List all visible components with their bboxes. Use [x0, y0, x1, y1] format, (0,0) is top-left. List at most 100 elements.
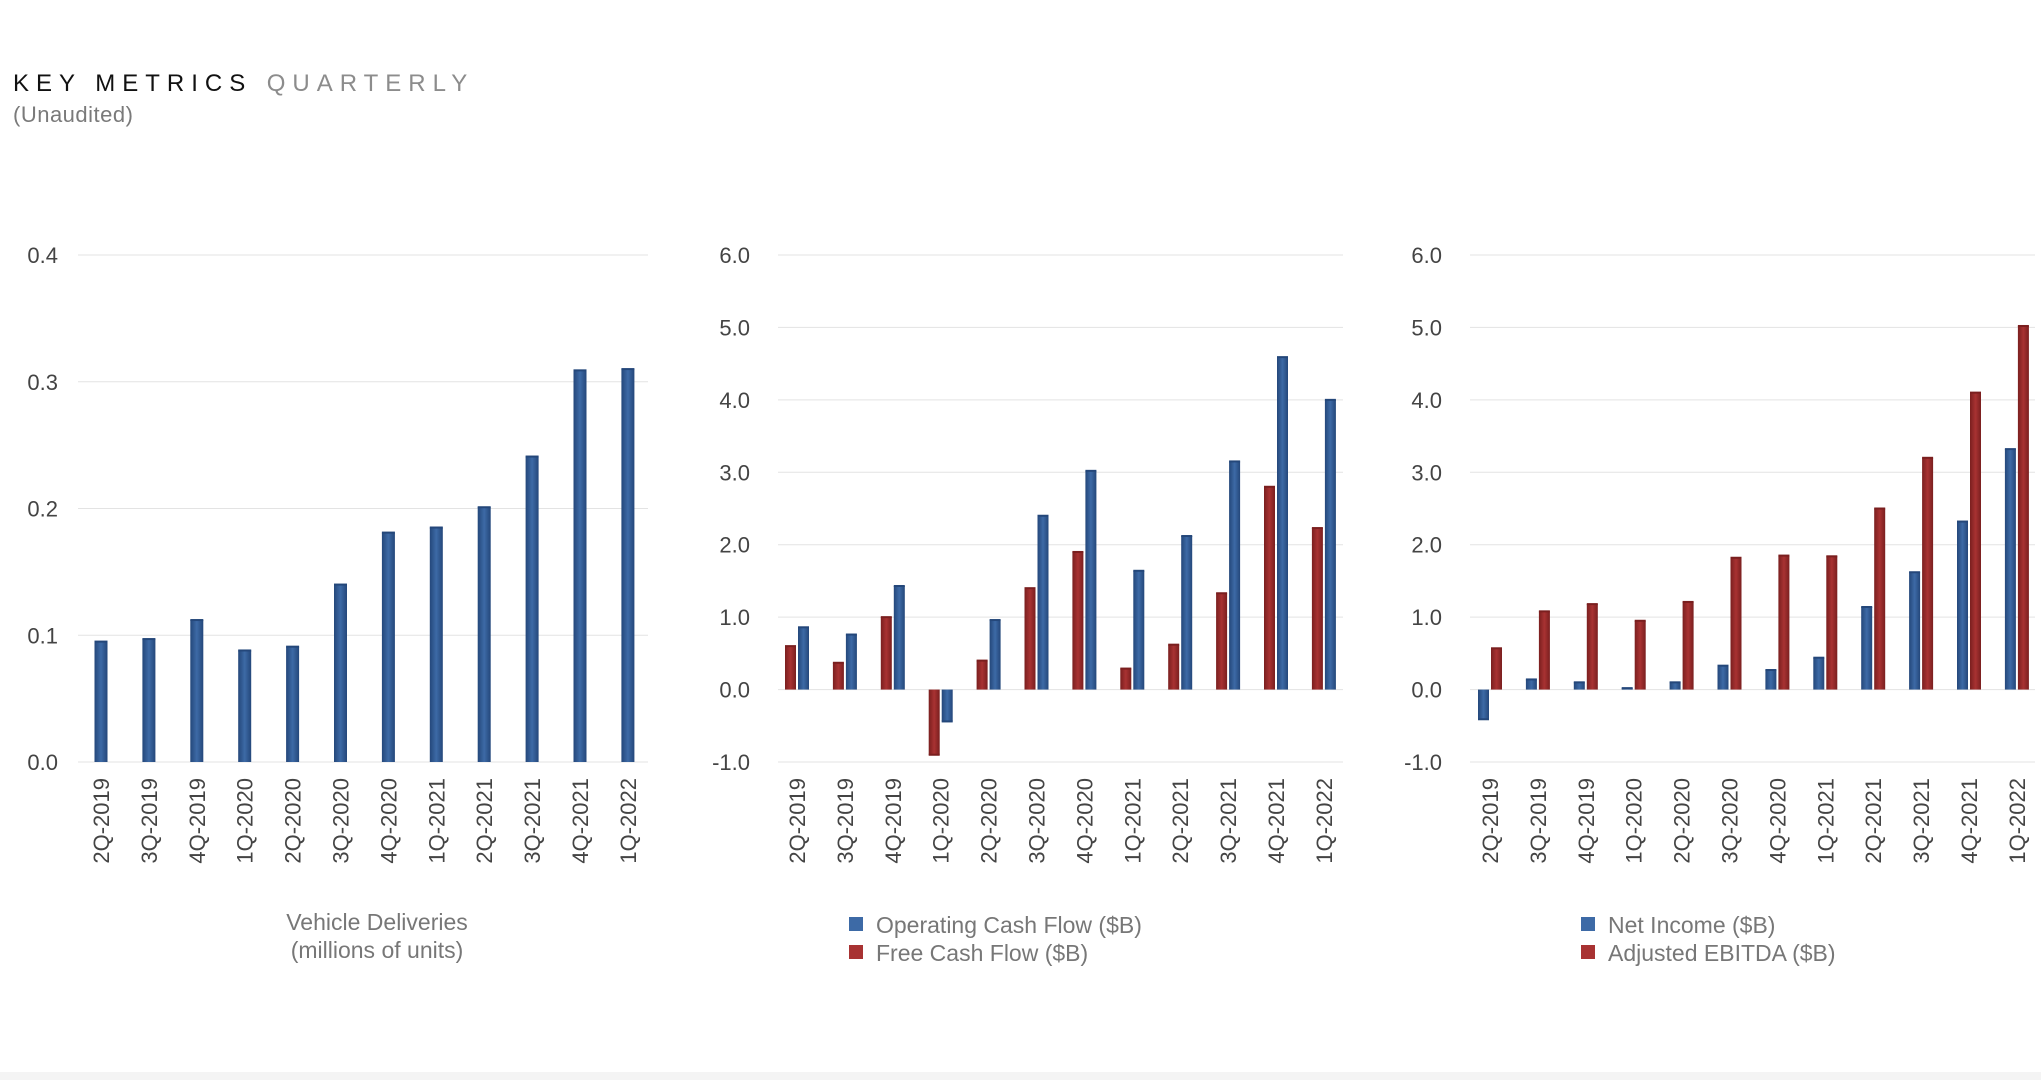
bar-cap	[1922, 456, 1934, 459]
bar	[1874, 508, 1886, 690]
unaudited-note: (Unaudited)	[13, 102, 134, 127]
bar-cap	[1525, 678, 1537, 681]
bar-cap	[1586, 603, 1598, 606]
bar-cap	[1861, 606, 1873, 609]
x-tick-label: 4Q-2021	[568, 778, 593, 864]
bar	[1229, 461, 1241, 690]
chart-3: -1.0 0.0 1.0 2.0 3.0 4.0 5.0 6.0 2Q-2019 3Q-2019 4…	[1404, 243, 2035, 966]
x-tick-label: 2Q-2019	[89, 778, 114, 864]
bar-cap	[573, 369, 587, 372]
x-tick-label: 2Q-2020	[1670, 778, 1695, 864]
bar-cap	[621, 368, 635, 371]
x-tick-label: 2Q-2019	[1478, 778, 1503, 864]
bar	[381, 532, 395, 762]
bar	[1277, 357, 1288, 690]
x-tick-label: 1Q-2020	[1622, 778, 1647, 864]
legend-swatch	[849, 917, 863, 931]
bar	[1024, 588, 1036, 690]
bar	[94, 641, 108, 762]
y-tick-label: 2.0	[719, 533, 750, 558]
y-tick-label: 5.0	[1411, 315, 1442, 340]
y-tick-label: 4.0	[1411, 388, 1442, 413]
page-title-row: KEY METRICS QUARTERLY	[13, 70, 474, 98]
x-tick-label: 1Q-2020	[233, 778, 258, 864]
bar	[2004, 449, 2016, 690]
bar-cap	[1229, 460, 1241, 463]
x-tick-label: 4Q-2019	[1574, 778, 1599, 864]
bar	[429, 527, 443, 762]
bar-cap	[381, 531, 395, 534]
bar	[1861, 607, 1873, 690]
bar-cap	[1181, 535, 1193, 538]
bar-cap	[1324, 398, 1336, 401]
bar	[1826, 556, 1838, 690]
bar	[1922, 457, 1934, 690]
bar	[893, 585, 905, 690]
bar-cap	[1491, 647, 1502, 650]
bar	[477, 507, 491, 762]
y-tick-label: 3.0	[719, 460, 750, 485]
legend-text: (millions of units)	[291, 937, 464, 963]
bar	[1682, 601, 1694, 690]
x-tick-label: 2Q-2021	[472, 778, 497, 864]
bar-cap	[286, 645, 300, 648]
x-tick-label: 3Q-2020	[329, 778, 354, 864]
bar	[334, 584, 347, 762]
x-tick-label: 1Q-2022	[616, 778, 641, 864]
bar	[142, 639, 156, 762]
bar	[1573, 682, 1585, 690]
y-tick-label: -1.0	[1404, 750, 1442, 775]
bar-cap	[1826, 555, 1838, 558]
bar-cap	[1717, 664, 1729, 667]
bottom-bar	[0, 1072, 2041, 1080]
x-tick-label: 4Q-2021	[1264, 778, 1289, 864]
bar	[1324, 399, 1336, 690]
x-tick-label: 1Q-2020	[929, 778, 954, 864]
y-tick-label: 0.4	[27, 243, 58, 268]
bar-cap	[1909, 571, 1921, 574]
legend-swatch	[849, 945, 863, 959]
bar-cap	[1085, 469, 1097, 472]
bar-cap	[1037, 514, 1049, 517]
bar	[238, 650, 252, 762]
y-tick-label: 1.0	[719, 605, 750, 630]
bar	[1311, 528, 1323, 690]
bar-cap	[1621, 687, 1633, 690]
bar-cap	[1957, 520, 1968, 523]
bar-cap	[1573, 681, 1585, 684]
x-tick-label: 3Q-2021	[1909, 778, 1934, 864]
bar	[785, 646, 796, 690]
x-tick-label: 2Q-2020	[281, 778, 306, 864]
bar	[1669, 682, 1681, 690]
legend-label: Net Income ($B)	[1608, 912, 1775, 938]
bar-cap	[238, 649, 252, 652]
bar	[1525, 679, 1537, 690]
bar-cap	[2004, 448, 2016, 451]
bar-cap	[785, 645, 796, 648]
legend-label: Free Cash Flow ($B)	[876, 940, 1088, 966]
bar	[1813, 657, 1825, 690]
bar-cap	[1813, 656, 1825, 659]
x-tick-label: 3Q-2020	[1025, 778, 1050, 864]
bar-cap	[1634, 619, 1646, 622]
bar-cap	[1072, 550, 1084, 553]
bar-cap	[893, 584, 905, 587]
bar-cap	[1277, 356, 1288, 359]
bar	[1634, 620, 1646, 690]
bar	[1717, 665, 1729, 690]
bar	[1730, 557, 1742, 690]
bar-cap	[429, 526, 443, 529]
bar	[832, 662, 844, 690]
bar-cap	[94, 640, 108, 643]
bar	[1216, 593, 1228, 690]
bar-cap	[1970, 391, 1981, 394]
bar-cap	[1133, 569, 1145, 572]
bar-cap	[1168, 643, 1180, 646]
chart-2: -1.0 0.0 1.0 2.0 3.0 4.0 5.0 6.0 2Q-2019 3Q-2019 4…	[712, 243, 1343, 966]
bar	[976, 660, 988, 690]
bar	[989, 620, 1001, 690]
bar-cap	[1730, 556, 1742, 559]
bar-cap	[941, 720, 953, 723]
y-tick-label: 0.2	[27, 497, 58, 522]
